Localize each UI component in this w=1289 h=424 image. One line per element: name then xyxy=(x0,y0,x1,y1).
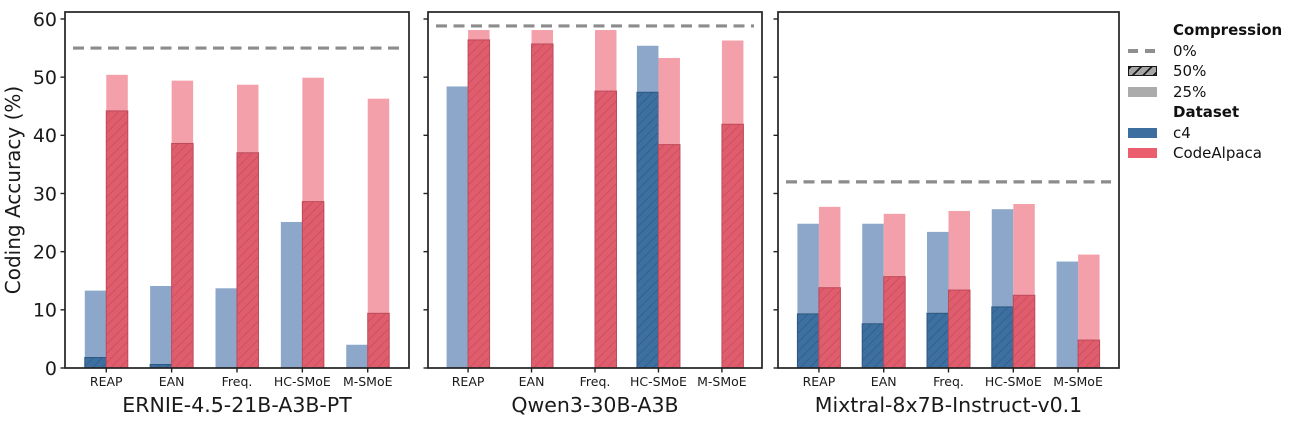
bar-mixtral-8x7b-instruct-v0-1-ean-codealpaca-50pct-hatch xyxy=(883,276,906,369)
bar-mixtral-8x7b-instruct-v0-1-hc-smoe-c4-50pct-hatch xyxy=(991,306,1014,369)
y-tick-label: 50 xyxy=(33,67,57,89)
legend: Compression 0% 50% 25% Dataset c4 CodeAl… xyxy=(1128,20,1282,164)
bar-ernie-4-5-21b-a3b-pt-ean-c4-25pct xyxy=(150,285,172,368)
bar-ernie-4-5-21b-a3b-pt-reap-codealpaca-50pct-hatch xyxy=(105,110,129,369)
y-tick-label: 10 xyxy=(33,300,57,322)
bar-ernie-4-5-21b-a3b-pt-reap-c4-25pct xyxy=(84,290,107,368)
y-tick-label: 30 xyxy=(33,183,57,205)
bar-qwen3-30b-a3b-ean-codealpaca-50pct-hatch xyxy=(531,43,554,369)
bar-mixtral-8x7b-instruct-v0-1-ean-c4-50pct-hatch xyxy=(861,323,885,369)
bar-ernie-4-5-21b-a3b-pt-freq-codealpaca-50pct-hatch xyxy=(236,152,259,369)
x-tick-label: EAN xyxy=(519,374,545,389)
bar-mixtral-8x7b-instruct-v0-1-freq-codealpaca-50pct-hatch xyxy=(948,289,971,369)
x-tick-label: Freq. xyxy=(222,374,253,389)
legend-item-label: CodeAlpaca xyxy=(1173,144,1262,163)
bar-qwen3-30b-a3b-freq-codealpaca-50pct-hatch xyxy=(594,90,617,369)
x-tick-label: REAP xyxy=(452,374,485,389)
y-tick-label: 0 xyxy=(45,358,57,380)
hatched-patch-swatch xyxy=(1128,66,1157,77)
bar-ernie-4-5-21b-a3b-pt-m-smoe-codealpaca-50pct-hatch xyxy=(367,312,390,369)
legend-item-dataset-codealpaca: CodeAlpaca xyxy=(1128,143,1282,164)
axes-frame xyxy=(777,11,1120,369)
panel-qwen3-30b-a3b: REAP EAN Freq. HC-SMoE M-SMoE Qwen3-30B-A3B xyxy=(423,11,763,417)
legend-item-compression-0pct: 0% xyxy=(1128,41,1282,62)
bar-mixtral-8x7b-instruct-v0-1-freq-c4-50pct-hatch xyxy=(926,312,949,369)
legend-item-compression-50pct: 50% xyxy=(1128,61,1282,82)
solid-patch-swatch xyxy=(1128,86,1157,97)
y-tick-label: 20 xyxy=(33,242,57,264)
codealpaca-color-swatch xyxy=(1128,148,1157,159)
x-tick-label: M-SMoE xyxy=(343,374,393,389)
bar-ernie-4-5-21b-a3b-pt-hc-smoe-c4-25pct xyxy=(280,221,303,368)
legend-compression-title: Compression xyxy=(1173,21,1283,39)
y-axis-label: Coding Accuracy (%) xyxy=(1,86,25,294)
x-tick-label: HC-SMoE xyxy=(630,374,687,389)
c4-color-swatch xyxy=(1128,127,1157,138)
legend-item-label: 0% xyxy=(1173,41,1197,60)
panel-mixtral-8x7b-instruct-v0-1: REAP EAN Freq. HC-SMoE M-SMoE Mixtral-8x7B-In… xyxy=(773,11,1120,417)
bar-ernie-4-5-21b-a3b-pt-hc-smoe-codealpaca-50pct-hatch xyxy=(301,201,325,369)
x-tick-label: REAP xyxy=(90,374,123,389)
bar-ernie-4-5-21b-a3b-pt-freq-c4-25pct xyxy=(215,288,237,368)
legend-item-label: 25% xyxy=(1173,82,1207,101)
panel-title-qwen3-30b-a3b: Qwen3-30B-A3B xyxy=(511,393,678,417)
axes-frame xyxy=(64,11,410,369)
bar-mixtral-8x7b-instruct-v0-1-reap-c4-50pct-hatch xyxy=(796,313,820,369)
legend-item-label: c4 xyxy=(1173,123,1191,142)
x-tick-label: HC-SMoE xyxy=(985,374,1042,389)
dashed-line-swatch xyxy=(1128,48,1157,53)
x-tick-label: REAP xyxy=(803,374,836,389)
bar-qwen3-30b-a3b-hc-smoe-codealpaca-50pct-hatch xyxy=(657,144,681,369)
x-tick-label: HC-SMoE xyxy=(274,374,331,389)
bar-qwen3-30b-a3b-m-smoe-codealpaca-50pct-hatch xyxy=(721,123,744,369)
bar-mixtral-8x7b-instruct-v0-1-m-smoe-codealpaca-50pct-hatch xyxy=(1077,339,1101,369)
y-tick-label: 60 xyxy=(33,9,57,31)
x-tick-label: EAN xyxy=(159,374,185,389)
legend-item-compression-25pct: 25% xyxy=(1128,82,1282,103)
panel-title-ernie-4-5-21b-a3b-pt: ERNIE-4.5-21B-A3B-PT xyxy=(122,393,352,417)
bar-mixtral-8x7b-instruct-v0-1-hc-smoe-codealpaca-50pct-hatch xyxy=(1012,294,1036,369)
bar-mixtral-8x7b-instruct-v0-1-reap-codealpaca-50pct-hatch xyxy=(818,287,841,369)
panel-ernie-4-5-21b-a3b-pt: REAP EAN Freq. HC-SMoE M-SMoE ERNIE-4.5-21B-A… xyxy=(60,11,410,417)
bar-qwen3-30b-a3b-hc-smoe-c4-50pct-hatch xyxy=(636,91,659,369)
bar-ernie-4-5-21b-a3b-pt-m-smoe-c4-25pct xyxy=(346,344,368,368)
legend-item-label: 50% xyxy=(1173,62,1207,81)
bar-ernie-4-5-21b-a3b-pt-reap-c4-50pct-hatch xyxy=(84,357,107,369)
legend-dataset-title: Dataset xyxy=(1173,103,1240,121)
x-tick-label: M-SMoE xyxy=(1053,374,1103,389)
legend-item-dataset-c4: c4 xyxy=(1128,123,1282,144)
y-tick-label: 40 xyxy=(33,125,57,147)
x-tick-label: Freq. xyxy=(933,374,964,389)
axes-frame xyxy=(427,11,763,369)
bar-ernie-4-5-21b-a3b-pt-ean-codealpaca-50pct-hatch xyxy=(171,142,194,369)
x-tick-label: EAN xyxy=(871,374,897,389)
panel-title-mixtral-8x7b-instruct-v0-1: Mixtral-8x7B-Instruct-v0.1 xyxy=(815,393,1082,417)
bar-qwen3-30b-a3b-reap-codealpaca-50pct-hatch xyxy=(467,39,491,369)
bar-mixtral-8x7b-instruct-v0-1-m-smoe-c4-25pct xyxy=(1056,261,1079,368)
bar-qwen3-30b-a3b-reap-c4-25pct xyxy=(446,86,469,368)
bar-ernie-4-5-21b-a3b-pt-m-smoe-codealpaca-25pct xyxy=(367,98,390,368)
x-tick-label: Freq. xyxy=(580,374,611,389)
x-tick-label: M-SMoE xyxy=(697,374,747,389)
